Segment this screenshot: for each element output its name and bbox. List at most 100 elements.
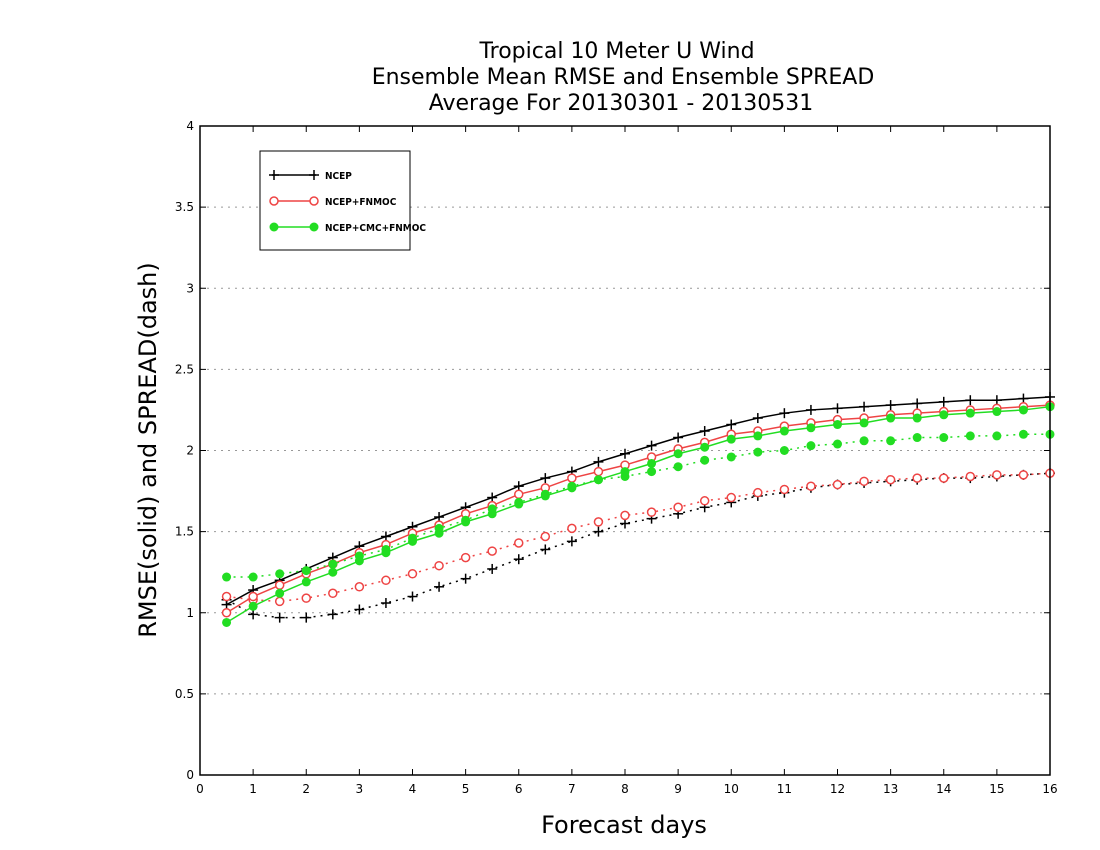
data-point-filled-circle (992, 431, 1002, 441)
data-point-plus (805, 404, 816, 415)
data-point-open-circle (354, 582, 365, 592)
data-point-plus (309, 170, 319, 180)
x-tick-label: 1 (249, 782, 257, 796)
data-point-filled-circle (700, 442, 710, 452)
data-point-plus (699, 426, 710, 437)
x-tick-label: 5 (462, 782, 470, 796)
plot-frame (199, 125, 1051, 776)
data-point-filled-circle (806, 423, 816, 433)
data-point-plus (487, 492, 498, 503)
y-tick-label: 1 (186, 606, 194, 620)
y-tick-label: 3.5 (175, 200, 194, 214)
x-tick-label: 7 (568, 782, 576, 796)
data-point-filled-circle (248, 601, 258, 611)
spread-line (226, 472, 1051, 619)
data-point-open-circle (699, 496, 710, 506)
data-point-plus (380, 598, 391, 609)
data-point-filled-circle (222, 617, 232, 627)
data-point-filled-circle (726, 434, 736, 444)
y-tick-label: 0 (186, 768, 194, 782)
data-point-filled-circle (965, 431, 975, 441)
data-point-open-circle (460, 552, 471, 563)
legend: NCEP NCEP+FNMOC NCEP+CMC+FNMOC (259, 150, 426, 251)
data-point-filled-circle (269, 222, 279, 232)
x-tick-label: 6 (515, 782, 523, 796)
y-tick-label: 2.5 (175, 362, 194, 376)
data-point-plus (407, 591, 418, 602)
x-tick-label: 0 (196, 782, 204, 796)
data-point-plus (593, 526, 604, 537)
legend-label: NCEP (325, 171, 352, 182)
data-point-plus (434, 581, 445, 592)
series-1-rmse (221, 400, 1055, 618)
data-point-plus (620, 448, 630, 459)
y-tick-label: 4 (186, 119, 194, 133)
legend-item: NCEP+FNMOC (269, 196, 397, 208)
data-point-filled-circle (1018, 429, 1028, 439)
spread-line (226, 472, 1051, 603)
data-point-plus (859, 401, 870, 412)
rmse-line (226, 405, 1051, 624)
data-point-open-circle (567, 473, 577, 483)
legend-item: NCEP+CMC+FNMOC (269, 222, 426, 234)
x-axis-label: Forecast days (541, 811, 707, 839)
x-tick-label: 4 (409, 782, 417, 796)
data-point-open-circle (381, 575, 391, 586)
data-point-open-circle (965, 471, 976, 482)
rmse-line (226, 404, 1051, 614)
data-point-open-circle (407, 569, 418, 579)
data-point-open-circle (912, 473, 922, 483)
data-point-plus (540, 473, 551, 484)
data-point-filled-circle (514, 499, 524, 509)
data-point-filled-circle (309, 222, 319, 232)
data-point-plus (487, 563, 498, 574)
data-point-filled-circle (779, 446, 789, 455)
data-point-filled-circle (434, 528, 444, 538)
data-point-plus (646, 440, 657, 451)
data-point-open-circle (274, 596, 285, 607)
data-point-plus (566, 536, 577, 547)
y-tick-label: 2 (186, 444, 194, 458)
data-point-filled-circle (912, 433, 922, 443)
data-point-plus (779, 408, 790, 419)
data-point-filled-circle (248, 572, 258, 582)
data-point-plus (620, 518, 630, 529)
data-point-filled-circle (939, 433, 949, 443)
data-point-open-circle (221, 608, 232, 618)
data-point-filled-circle (275, 569, 285, 579)
data-point-filled-circle (886, 436, 896, 446)
spread-line (226, 433, 1050, 578)
chart-title-line-1: Tropical 10 Meter U Wind (478, 39, 754, 64)
x-tick-label: 9 (674, 782, 682, 796)
data-point-open-circle (593, 517, 604, 527)
x-tick-label: 8 (621, 782, 629, 796)
data-point-filled-circle (859, 436, 869, 446)
data-point-filled-circle (939, 410, 949, 420)
data-point-filled-circle (700, 455, 710, 465)
x-tick-label: 13 (883, 782, 898, 796)
data-point-open-circle (514, 538, 524, 548)
data-point-open-circle (514, 489, 524, 500)
data-point-filled-circle (965, 408, 975, 418)
data-point-filled-circle (886, 413, 896, 423)
y-tick-label: 1.5 (175, 525, 194, 539)
data-point-filled-circle (222, 572, 232, 582)
data-point-filled-circle (753, 447, 763, 457)
series-2-rmse (222, 402, 1055, 627)
data-point-filled-circle (673, 462, 683, 472)
x-tick-label: 11 (777, 782, 792, 796)
data-point-filled-circle (275, 588, 285, 598)
data-point-open-circle (269, 196, 279, 206)
data-point-filled-circle (833, 439, 842, 449)
data-point-filled-circle (833, 420, 842, 430)
data-point-open-circle (646, 507, 657, 517)
data-point-filled-circle (779, 426, 789, 436)
data-point-plus (248, 609, 259, 620)
data-point-plus (380, 531, 391, 542)
data-point-open-circle (1018, 470, 1029, 480)
rmse-line (226, 396, 1051, 606)
x-tick-label: 16 (1042, 782, 1057, 796)
data-point-open-circle (328, 588, 338, 599)
data-point-open-circle (274, 580, 285, 590)
data-point-open-circle (806, 481, 816, 491)
